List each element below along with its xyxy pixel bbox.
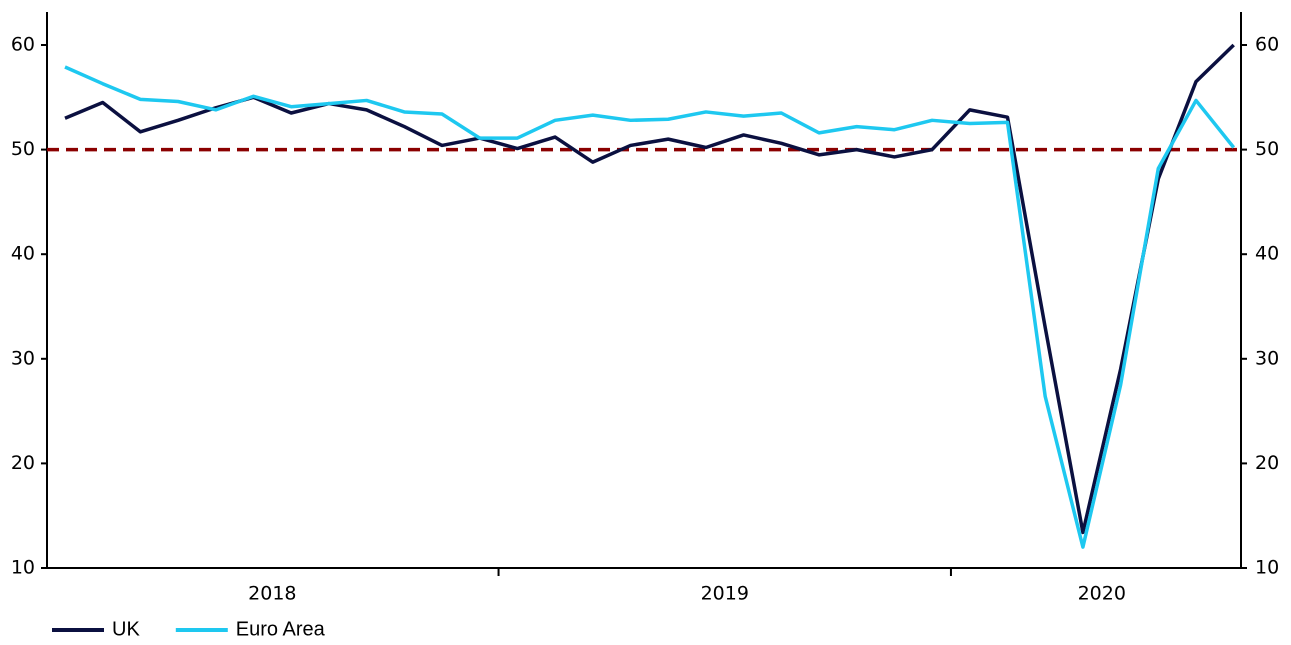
y-tick-label: 10	[11, 557, 35, 579]
y-tick-label: 40	[11, 243, 35, 265]
y2-tick-label: 20	[1255, 452, 1279, 474]
series-line	[64, 43, 1235, 535]
y2-tick-label: 50	[1255, 138, 1279, 160]
y2-tick-label: 10	[1255, 557, 1279, 579]
x-tick-label: 2018	[248, 583, 296, 605]
y-tick-label: 60	[11, 34, 35, 56]
y2-tick-label: 60	[1255, 34, 1279, 56]
series-line	[64, 65, 1236, 549]
y2-tick-label: 40	[1255, 243, 1279, 265]
x-tick-label: 2020	[1078, 583, 1126, 605]
x-tick-label: 2019	[701, 583, 749, 605]
y2-tick-label: 30	[1255, 347, 1279, 369]
legend: UK Euro Area	[52, 618, 326, 640]
y-tick-label: 50	[11, 138, 35, 160]
y-tick-label: 20	[11, 452, 35, 474]
legend-label: UK	[112, 618, 140, 640]
y-tick-label: 30	[11, 347, 35, 369]
legend-label: Euro Area	[236, 618, 326, 640]
